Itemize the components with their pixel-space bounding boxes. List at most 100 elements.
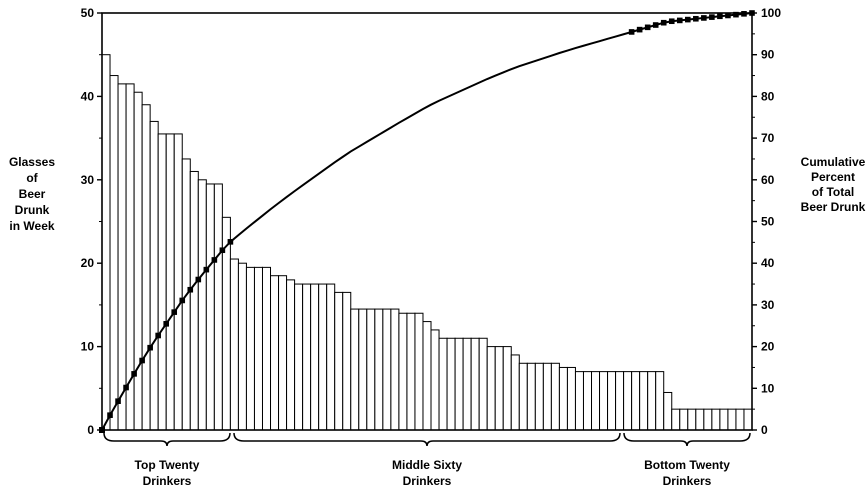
bar — [623, 371, 633, 431]
cumulative-point — [203, 266, 210, 273]
left-axis-label-line: Drunk — [15, 203, 50, 217]
right-axis-label: Cumulative Percent of Total Beer Drunk — [801, 155, 866, 214]
cumulative-point — [709, 14, 715, 20]
bar — [213, 183, 223, 431]
left-axis-tick-label: 50 — [81, 6, 95, 20]
bar — [607, 371, 617, 431]
bar — [101, 54, 111, 431]
cumulative-point — [725, 12, 731, 19]
bar — [149, 120, 159, 431]
left-axis-label: Glasses of Beer Drunk in Week — [9, 155, 55, 233]
cumulative-point — [139, 357, 145, 364]
bar — [703, 408, 713, 431]
cumulative-point — [644, 24, 651, 31]
group-label-line: Top Twenty — [135, 458, 200, 472]
right-axis-tick-label: 100 — [761, 6, 781, 20]
bar — [566, 366, 576, 431]
right-axis-label-line: of Total — [812, 185, 854, 199]
bar — [582, 371, 592, 431]
bar — [615, 371, 625, 431]
bar — [711, 408, 721, 431]
bar — [245, 266, 255, 431]
bar — [302, 283, 312, 431]
cumulative-point — [685, 16, 691, 23]
bar — [446, 337, 456, 431]
right-axis-tick-label: 90 — [761, 48, 775, 62]
cumulative-point — [628, 29, 635, 35]
bar — [125, 83, 135, 431]
bar — [591, 371, 601, 431]
cumulative-point — [187, 286, 194, 293]
bar — [414, 312, 424, 431]
bar — [743, 408, 753, 431]
right-axis-tick-label: 10 — [761, 381, 775, 395]
left-axis-label-line: of — [26, 171, 38, 185]
bar — [109, 75, 119, 431]
right-axis-tick-label: 40 — [761, 256, 775, 270]
bar — [671, 408, 681, 431]
bar — [390, 308, 400, 431]
group-label-line: Drinkers — [663, 474, 712, 488]
bar — [237, 262, 247, 431]
left-axis-label-line: Beer — [19, 187, 46, 201]
right-axis-tick-label: 30 — [761, 298, 775, 312]
bar — [655, 371, 665, 431]
bar — [406, 312, 416, 431]
bar — [229, 258, 239, 431]
left-axis-tick-label: 30 — [81, 173, 95, 187]
cumulative-point — [693, 15, 699, 22]
right-axis-label-line: Beer Drunk — [801, 200, 866, 214]
cumulative-point — [717, 13, 723, 20]
cumulative-point — [701, 15, 707, 21]
cumulative-point — [676, 17, 683, 24]
left-axis-tick-label: 0 — [87, 423, 94, 437]
bar — [470, 337, 480, 431]
bar — [422, 321, 432, 431]
left-axis-tick-label: 20 — [81, 256, 95, 270]
right-axis-label-line: Cumulative — [801, 155, 866, 169]
bar — [679, 408, 689, 431]
bar — [454, 337, 464, 431]
bar — [599, 371, 609, 431]
cumulative-percent-line — [101, 12, 753, 431]
bar — [358, 308, 368, 431]
cumulative-point — [652, 22, 659, 28]
group-brace — [103, 432, 231, 447]
bar — [374, 308, 384, 431]
cumulative-point — [155, 332, 161, 339]
bar — [687, 408, 697, 431]
right-axis-tick-label: 50 — [761, 215, 775, 229]
bar — [350, 308, 360, 431]
bar — [639, 371, 649, 431]
cumulative-point — [195, 276, 202, 283]
cumulative-point — [107, 412, 113, 418]
bar — [486, 346, 496, 431]
cumulative-point — [219, 247, 226, 254]
bar — [253, 266, 263, 431]
left-axis-tick-label: 10 — [81, 340, 95, 354]
left-axis-tick-label: 40 — [81, 89, 95, 103]
group-label: Top Twenty Drinkers — [135, 458, 200, 488]
group-label-line: Middle Sixty — [392, 458, 462, 472]
bar — [117, 83, 127, 431]
bar — [542, 362, 552, 431]
cumulative-point — [115, 398, 121, 404]
bar — [526, 362, 536, 431]
cumulative-point — [733, 11, 739, 18]
bar — [278, 275, 288, 431]
bar — [261, 266, 272, 431]
bar — [310, 283, 320, 431]
bar — [631, 371, 641, 431]
cumulative-point — [660, 19, 667, 26]
cumulative-point — [179, 297, 186, 304]
bar — [574, 371, 584, 431]
group-brace — [623, 432, 751, 447]
cumulative-point — [211, 257, 218, 263]
bar — [534, 362, 544, 431]
bar — [270, 275, 280, 431]
right-axis-tick-label: 70 — [761, 131, 775, 145]
bar — [286, 279, 296, 431]
bar — [663, 391, 673, 431]
bar — [205, 183, 215, 431]
